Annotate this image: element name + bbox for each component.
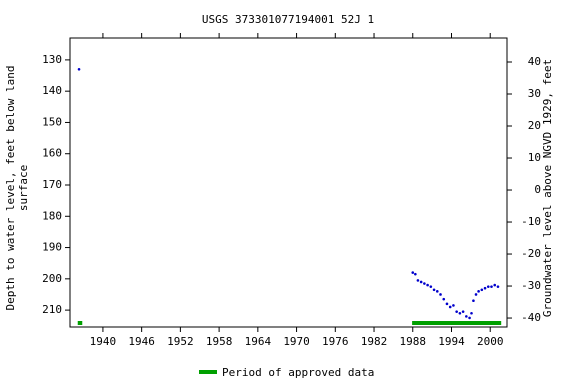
x-tick-label: 1952 (167, 335, 194, 348)
x-tick-label: 1982 (361, 335, 388, 348)
y-axis-label: surface (17, 165, 30, 211)
data-point (474, 293, 478, 296)
chart-title: USGS 373301077194001 52J 1 (202, 13, 374, 26)
data-point (77, 67, 81, 71)
data-point (483, 286, 487, 290)
data-point (470, 311, 473, 315)
data-point (477, 290, 480, 293)
data-point (480, 288, 484, 292)
y-tick-label: 140 (42, 84, 62, 97)
data-point (419, 280, 423, 284)
y2-tick-label: 0 (534, 183, 541, 196)
data-point (448, 305, 452, 309)
y-axis-label: Depth to water level, feet below land (4, 65, 17, 310)
data-point (468, 316, 471, 320)
y2-tick-label: -40 (521, 311, 541, 324)
legend-label: Period of approved data (222, 366, 374, 379)
legend-swatch (199, 370, 217, 374)
y-tick-label: 200 (42, 272, 62, 285)
y2-tick-label: 30 (528, 87, 541, 100)
data-point (458, 311, 462, 315)
data-point (472, 299, 475, 303)
data-point (414, 272, 417, 276)
data-point (486, 285, 490, 288)
y-tick-label: 170 (42, 178, 62, 191)
y2-tick-label: 10 (528, 151, 541, 164)
y-tick-label: 190 (42, 241, 62, 254)
y2-tick-label: -30 (521, 279, 541, 292)
x-tick-label: 1940 (90, 335, 117, 348)
data-point (429, 285, 433, 288)
data-point (423, 282, 426, 285)
data-point (435, 290, 439, 293)
y-tick-label: 150 (42, 115, 62, 128)
approved-period (77, 321, 83, 325)
data-point (426, 283, 429, 287)
data-point (416, 279, 420, 282)
data-point (432, 288, 436, 292)
x-tick-label: 2000 (477, 335, 504, 348)
x-tick-label: 1988 (400, 335, 427, 348)
data-point (452, 304, 455, 307)
data-point (461, 310, 465, 313)
y2-tick-label: 20 (528, 119, 541, 132)
data-point (439, 293, 442, 296)
data-point (490, 285, 493, 288)
approved-period (412, 321, 502, 325)
y-tick-label: 130 (42, 53, 62, 66)
y2-axis-label: Groundwater level above NGVD 1929, feet (541, 59, 554, 317)
x-tick-label: 1946 (128, 335, 155, 348)
x-tick-label: 1964 (245, 335, 272, 348)
y-tick-label: 180 (42, 209, 62, 222)
y2-tick-label: -20 (521, 247, 541, 260)
data-point (496, 285, 500, 288)
y-tick-label: 210 (42, 303, 62, 316)
x-tick-label: 1976 (322, 335, 349, 348)
x-tick-label: 1994 (438, 335, 465, 348)
data-point (411, 271, 415, 274)
x-tick-label: 1970 (283, 335, 310, 348)
y2-tick-label: 40 (528, 55, 541, 68)
plot-frame (69, 37, 508, 328)
data-point (455, 310, 458, 313)
data-point (465, 315, 468, 318)
y2-tick-label: -10 (521, 215, 541, 228)
x-tick-label: 1958 (206, 335, 233, 348)
data-point (445, 302, 449, 306)
data-point (442, 297, 446, 301)
y-tick-label: 160 (42, 147, 62, 160)
data-point (493, 283, 497, 287)
